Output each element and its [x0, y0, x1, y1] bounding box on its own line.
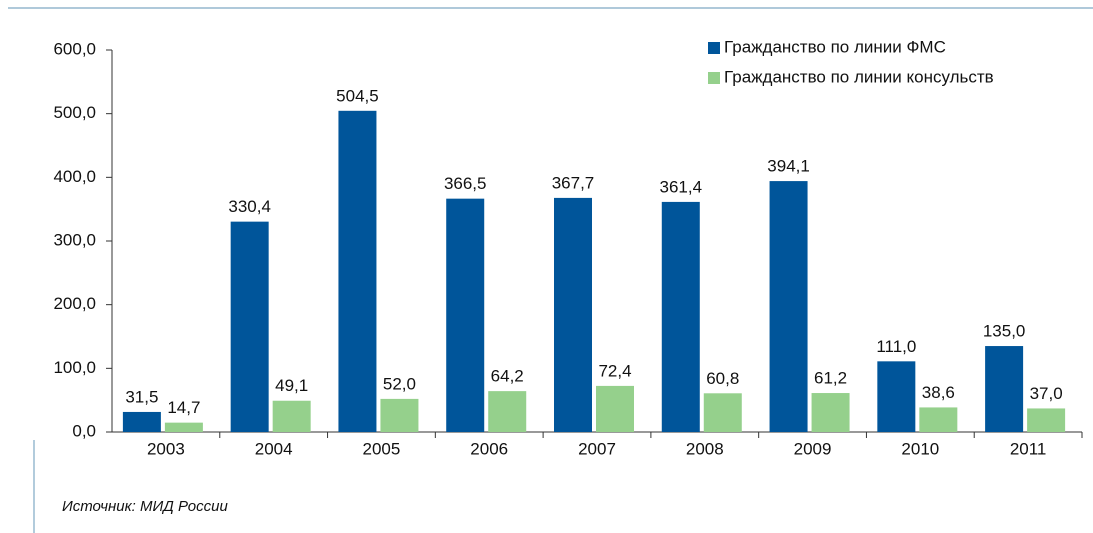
bar	[272, 400, 311, 432]
bar	[338, 110, 377, 432]
value-label: 64,2	[491, 367, 524, 386]
bar	[769, 181, 808, 432]
bar	[985, 346, 1024, 432]
legend-label: Гражданство по линии консульств	[724, 67, 994, 86]
value-label: 14,7	[167, 398, 200, 417]
value-label: 61,2	[814, 369, 847, 388]
y-tick-label: 200,0	[53, 294, 96, 313]
x-tick-label: 2010	[901, 439, 939, 458]
bar	[380, 398, 419, 432]
value-label: 72,4	[598, 361, 631, 380]
x-tick-label: 2008	[686, 439, 724, 458]
y-tick-label: 400,0	[53, 167, 96, 186]
bar	[703, 393, 742, 432]
y-tick-label: 100,0	[53, 358, 96, 377]
bar	[446, 198, 485, 432]
bar	[554, 197, 592, 432]
bar	[661, 201, 700, 432]
value-label: 361,4	[660, 177, 703, 196]
bar	[230, 221, 269, 432]
x-tick-label: 2011	[1010, 439, 1047, 458]
legend-swatch	[708, 72, 720, 84]
value-label: 49,1	[275, 376, 308, 395]
bar	[164, 422, 203, 432]
x-tick-label: 2009	[794, 439, 832, 458]
x-tick-label: 2007	[578, 439, 616, 458]
x-tick-label: 2004	[255, 439, 293, 458]
value-label: 60,8	[706, 369, 739, 388]
bar	[1027, 408, 1066, 432]
value-label: 31,5	[125, 387, 158, 406]
bar	[488, 391, 527, 432]
value-label: 394,1	[767, 157, 810, 176]
value-label: 504,5	[336, 86, 379, 105]
value-label: 52,0	[383, 374, 416, 393]
value-label: 366,5	[444, 174, 487, 193]
value-label: 367,7	[552, 173, 595, 192]
y-tick-label: 300,0	[53, 230, 96, 249]
value-label: 37,0	[1030, 384, 1063, 403]
legend-swatch	[708, 42, 720, 54]
x-tick-label: 2003	[147, 439, 185, 458]
frame	[8, 7, 1093, 533]
bar	[596, 385, 634, 432]
bar	[877, 361, 916, 432]
x-tick-label: 2006	[470, 439, 508, 458]
value-label: 111,0	[876, 337, 916, 356]
legend-label: Гражданство по линии ФМС	[724, 37, 946, 56]
value-label: 38,6	[922, 383, 955, 402]
y-tick-label: 0,0	[72, 421, 96, 440]
bar	[122, 411, 161, 432]
bar	[919, 407, 958, 432]
value-label: 330,4	[228, 197, 271, 216]
bar	[811, 393, 850, 432]
value-label: 135,0	[983, 322, 1026, 341]
x-tick-label: 2005	[363, 439, 401, 458]
source: Источник: МИД России	[62, 498, 228, 515]
y-tick-label: 500,0	[53, 103, 96, 122]
y-tick-label: 600,0	[53, 39, 96, 58]
